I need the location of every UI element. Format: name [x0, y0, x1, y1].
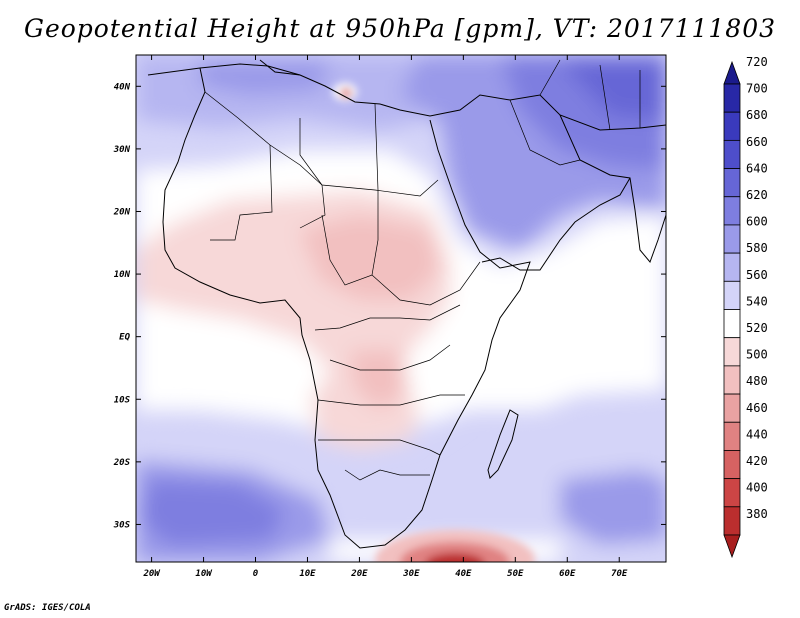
lat-tick-label: 10S	[114, 395, 131, 405]
colorbar-label: 440	[746, 427, 768, 441]
lon-tick-label: 70E	[611, 569, 628, 579]
plot-frame	[135, 54, 667, 563]
colorbar-label: 420	[746, 454, 768, 468]
latitude-axis: 40N 30N 20N 10N EQ 10S 20S 30S	[113, 82, 666, 530]
colorbar-label: 560	[746, 268, 768, 282]
lon-tick-label: 50E	[507, 569, 524, 579]
colorbar-label: 480	[746, 374, 768, 388]
colorbar-label: 660	[746, 135, 768, 149]
colorbar-label: 620	[746, 188, 768, 202]
colorbar-label: 640	[746, 161, 768, 175]
lat-tick-label: 20N	[113, 207, 131, 217]
lon-tick-label: 20E	[350, 569, 368, 579]
colorbar-label: 520	[746, 321, 768, 335]
colorbar-label: 400	[746, 481, 768, 495]
colorbar-label: 720	[746, 55, 768, 69]
height-field	[136, 55, 666, 562]
colorbar-swatch	[723, 252, 741, 282]
lat-tick-label: 30S	[113, 520, 131, 530]
colorbar-swatch	[723, 506, 741, 536]
colorbar: 720 700 680 660 640 620 600 580 560 540 520 500 480 4…	[723, 55, 768, 559]
lat-tick-label: 30N	[113, 145, 131, 155]
lon-tick-label: 60E	[559, 569, 576, 579]
lon-tick-label: 40E	[455, 569, 472, 579]
colorbar-swatch	[723, 196, 741, 226]
colorbar-label: 680	[746, 108, 768, 122]
colorbar-swatch	[723, 60, 741, 85]
country-borders	[204, 59, 641, 481]
colorbar-label: 380	[746, 507, 768, 521]
lon-tick-label: 20W	[142, 569, 161, 579]
colorbar-label: 700	[746, 82, 768, 96]
colorbar-swatch	[723, 337, 741, 367]
footer-credit: GrADS: IGES/COLA	[4, 603, 91, 613]
colorbar-label: 500	[746, 348, 768, 362]
chart-title: Geopotential Height at 950hPa [gpm], VT:…	[23, 14, 777, 43]
colorbar-swatch	[723, 224, 741, 254]
colorbar-label: 460	[746, 401, 768, 415]
colorbar-swatch	[723, 393, 741, 423]
colorbar-swatch	[723, 168, 741, 198]
colorbar-swatch	[723, 450, 741, 480]
lat-tick-label: 20S	[113, 458, 131, 468]
colorbar-swatch	[723, 280, 741, 310]
lat-tick-label: EQ	[119, 333, 130, 343]
lon-tick-label: 10W	[195, 569, 213, 579]
lat-tick-label: 40N	[114, 82, 131, 92]
colorbar-label: 580	[746, 241, 768, 255]
lon-tick-label: 30E	[402, 569, 420, 579]
colorbar-swatch	[723, 365, 741, 395]
coastlines	[147, 59, 666, 549]
colorbar-swatch	[723, 111, 741, 141]
colorbar-swatch	[723, 83, 741, 113]
longitude-axis: 20W 10W 0 10E 20E 30E 40E 50E 60E 70E	[142, 55, 628, 579]
lon-tick-label: 10E	[299, 569, 316, 579]
colorbar-swatch	[723, 421, 741, 451]
lon-tick-label: 0	[253, 569, 259, 579]
lat-tick-label: 10N	[114, 270, 131, 280]
colorbar-swatch	[723, 139, 741, 169]
colorbar-swatch	[723, 309, 741, 339]
colorbar-label: 600	[746, 215, 768, 229]
colorbar-label: 540	[746, 294, 768, 308]
colorbar-swatch	[723, 478, 741, 508]
colorbar-swatch	[723, 534, 741, 559]
